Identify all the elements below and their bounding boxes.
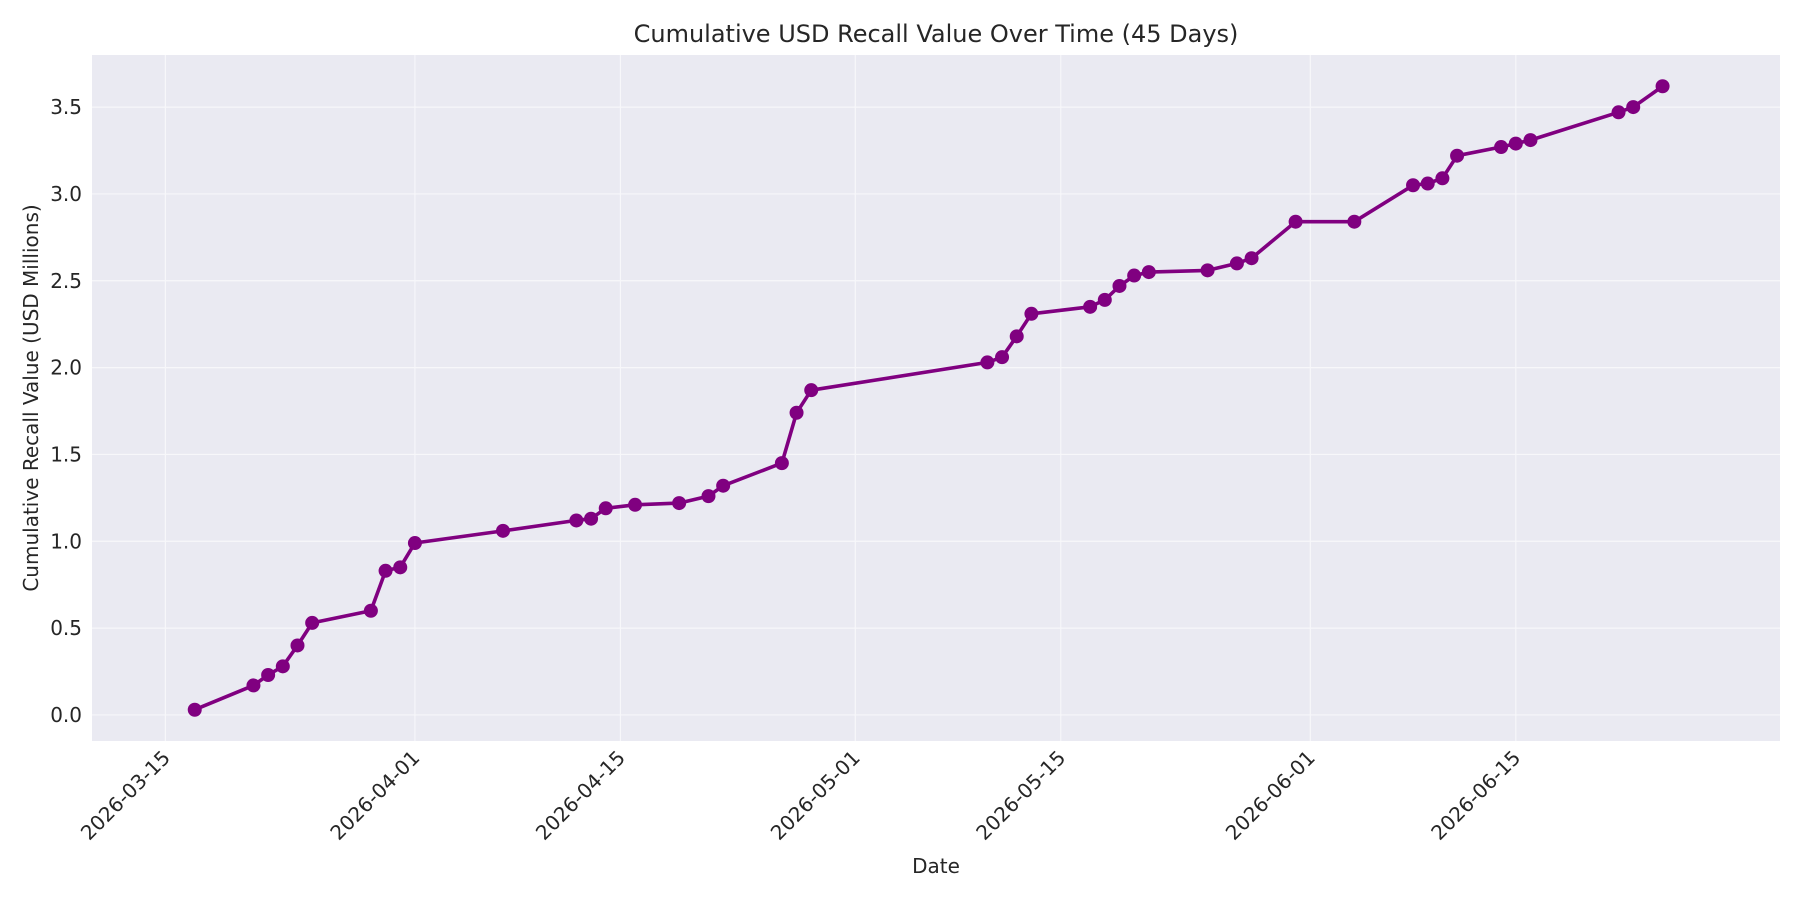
data-point	[393, 560, 408, 575]
data-point	[584, 511, 599, 526]
data-point	[1626, 100, 1641, 115]
data-point	[980, 355, 995, 370]
data-point	[1083, 299, 1098, 314]
data-point	[1024, 306, 1039, 321]
grid-lines	[92, 55, 1780, 741]
data-point	[598, 501, 613, 516]
x-tick-label: 2026-03-15	[76, 746, 175, 845]
data-point	[628, 497, 643, 512]
data-point	[716, 478, 731, 493]
data-point	[995, 350, 1010, 365]
data-point	[1406, 178, 1421, 193]
y-tick-label: 0.0	[50, 703, 82, 727]
data-point	[701, 489, 716, 504]
y-tick-label: 1.0	[50, 529, 82, 553]
data-point	[1611, 105, 1626, 120]
data-point	[1435, 171, 1450, 186]
data-point	[672, 496, 687, 511]
data-point	[1420, 176, 1435, 191]
data-point	[495, 523, 510, 538]
x-tick-label: 2026-06-15	[1426, 746, 1525, 845]
x-tick-label: 2026-05-15	[971, 746, 1070, 845]
data-point	[1347, 214, 1362, 229]
data-point	[1200, 263, 1215, 278]
data-point	[1523, 133, 1538, 148]
x-tick-label: 2026-06-01	[1221, 746, 1320, 845]
data-point	[1508, 136, 1523, 151]
data-point	[261, 668, 276, 683]
chart-title: Cumulative USD Recall Value Over Time (4…	[634, 20, 1239, 48]
y-tick-label: 3.5	[50, 95, 82, 119]
data-point	[275, 659, 290, 674]
data-point	[1009, 329, 1024, 344]
data-point	[290, 638, 305, 653]
y-tick-label: 0.5	[50, 616, 82, 640]
data-point	[1494, 140, 1509, 155]
data-point	[378, 563, 393, 578]
data-point	[569, 513, 584, 528]
data-point	[1127, 268, 1142, 283]
y-axis-label: Cumulative Recall Value (USD Millions)	[19, 204, 43, 591]
data-point	[1229, 256, 1244, 271]
x-tick-label: 2026-04-15	[531, 746, 630, 845]
data-point	[804, 383, 819, 398]
data-point	[1112, 278, 1127, 293]
plot-area	[92, 55, 1780, 741]
data-point	[363, 603, 378, 618]
y-tick-label: 2.0	[50, 356, 82, 380]
y-tick-label: 3.0	[50, 182, 82, 206]
x-tick-label: 2026-05-01	[766, 746, 865, 845]
series-layer	[187, 79, 1670, 717]
data-point	[774, 456, 789, 471]
data-point	[1450, 148, 1465, 163]
data-point	[1097, 292, 1112, 307]
data-point	[1141, 265, 1156, 280]
y-tick-label: 1.5	[50, 442, 82, 466]
data-point	[305, 615, 320, 630]
data-point	[1655, 79, 1670, 94]
x-axis-label: Date	[912, 854, 960, 878]
data-point	[1244, 251, 1259, 266]
x-tick-label: 2026-04-01	[325, 746, 424, 845]
data-point	[789, 405, 804, 420]
data-point	[187, 702, 202, 717]
data-point	[246, 678, 261, 693]
data-point	[1288, 214, 1303, 229]
y-tick-label: 2.5	[50, 269, 82, 293]
data-point	[407, 536, 422, 551]
